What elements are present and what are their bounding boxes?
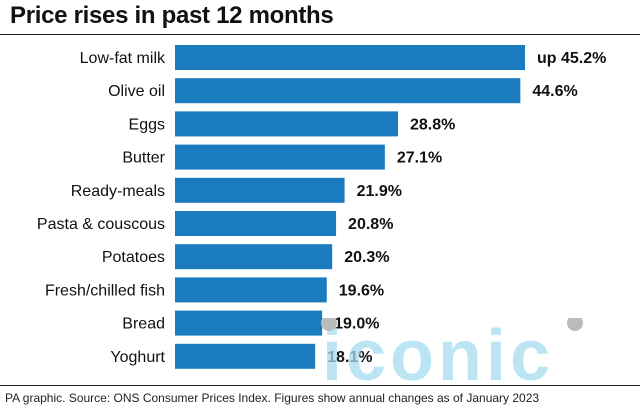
value-label: 44.6% bbox=[532, 83, 577, 100]
category-label: Bread bbox=[122, 316, 165, 333]
category-label: Pasta & couscous bbox=[37, 216, 165, 233]
bar bbox=[175, 78, 521, 104]
title-divider bbox=[0, 34, 640, 35]
bar bbox=[175, 45, 525, 70]
value-label: 19.0% bbox=[334, 316, 379, 333]
bar bbox=[175, 144, 385, 170]
category-label: Olive oil bbox=[108, 83, 165, 100]
category-label: Butter bbox=[122, 150, 165, 167]
bar bbox=[175, 211, 337, 236]
bar bbox=[175, 277, 327, 303]
category-label: Eggs bbox=[129, 116, 165, 133]
category-label: Fresh/chilled fish bbox=[45, 282, 165, 299]
footer-divider bbox=[0, 385, 640, 386]
watermark-text: iconic bbox=[322, 318, 554, 388]
watermark-dot-left bbox=[321, 318, 337, 331]
bar bbox=[175, 111, 399, 137]
value-label: 20.3% bbox=[344, 249, 389, 266]
value-label: 20.8% bbox=[348, 216, 393, 233]
value-label: up 45.2% bbox=[537, 50, 606, 67]
bar bbox=[175, 177, 345, 203]
bar bbox=[175, 244, 333, 270]
value-label: 19.6% bbox=[339, 282, 384, 299]
category-label: Ready-meals bbox=[71, 183, 165, 200]
category-label: Potatoes bbox=[102, 249, 165, 266]
bar-chart: Low-fat milk up 45.2% Olive oil 44.6% Eggs 28… bbox=[37, 45, 606, 369]
value-label: 28.8% bbox=[410, 116, 455, 133]
bar bbox=[175, 310, 323, 336]
category-label: Low-fat milk bbox=[80, 50, 166, 67]
watermark-logo: iconic bbox=[321, 318, 583, 388]
value-label: 27.1% bbox=[397, 150, 442, 167]
category-label: Yoghurt bbox=[110, 349, 165, 366]
value-label: 21.9% bbox=[357, 183, 402, 200]
value-label: 18.1% bbox=[327, 349, 372, 366]
chart-title: Price rises in past 12 months bbox=[10, 2, 334, 29]
watermark-dot-right bbox=[567, 318, 583, 331]
bar bbox=[175, 343, 316, 369]
source-footnote: PA graphic. Source: ONS Consumer Prices … bbox=[5, 391, 540, 405]
